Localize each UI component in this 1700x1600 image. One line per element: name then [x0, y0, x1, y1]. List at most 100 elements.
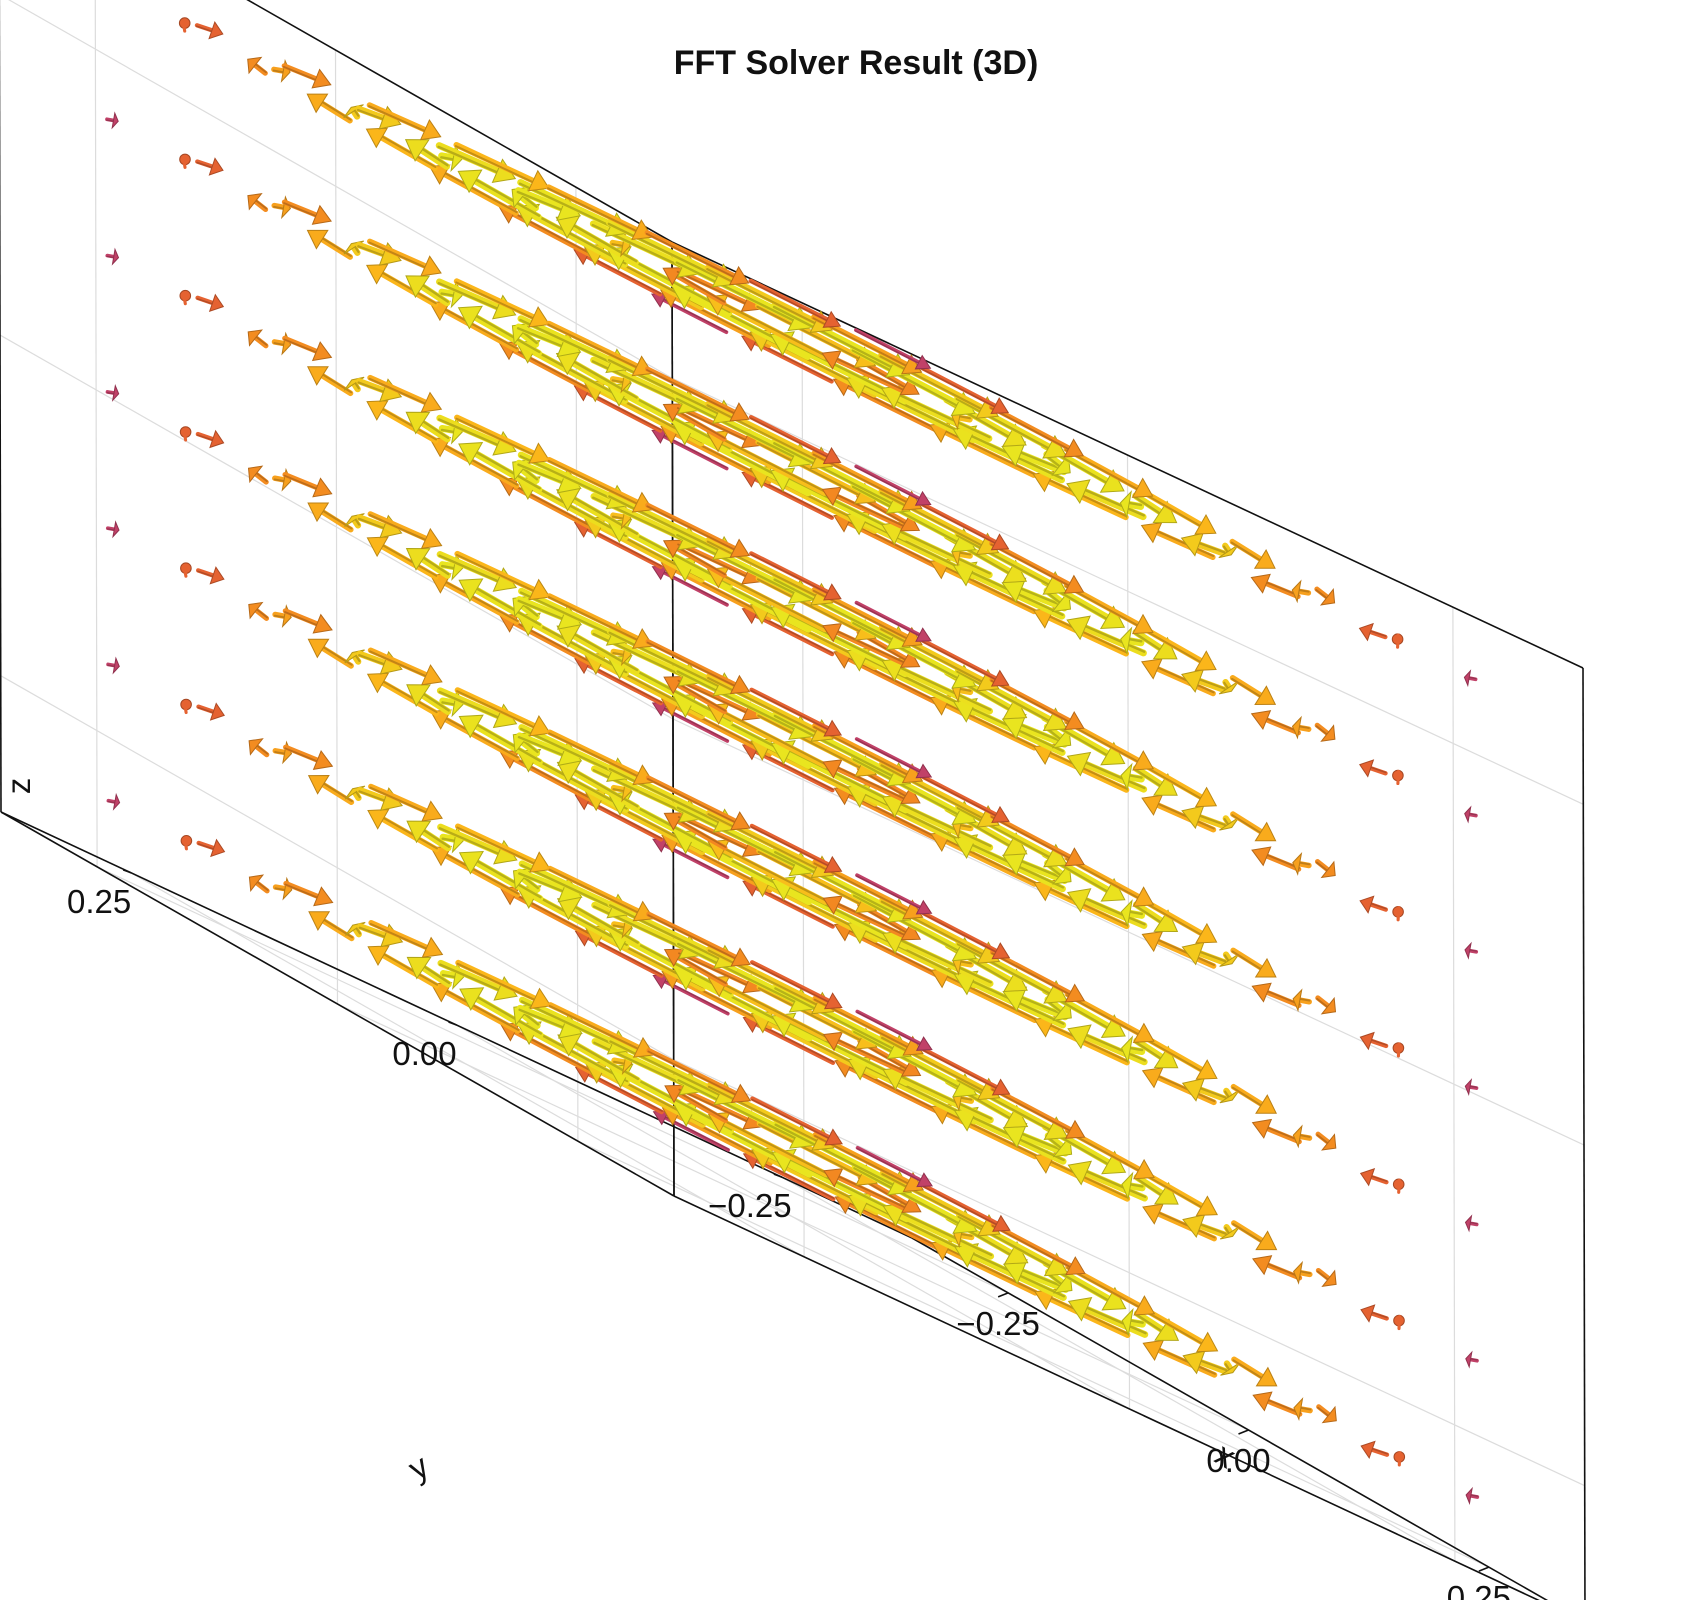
field-arrow-shaft	[1046, 614, 1129, 657]
field-arrow-head	[730, 1083, 752, 1103]
field-arrow-shaft	[1132, 765, 1165, 788]
field-arrow	[1315, 995, 1337, 1015]
field-arrow-shaft	[705, 400, 820, 462]
field-arrow-shaft	[855, 873, 922, 910]
field-arrow-head	[1254, 685, 1277, 706]
field-arrow	[105, 520, 120, 539]
field-arrow-shading	[273, 205, 285, 210]
grid-line-y-floor	[130, 872, 805, 1258]
field-arrow-shading	[197, 843, 215, 850]
grid-line-x-back	[94, 0, 98, 867]
field-arrow-head	[1219, 816, 1240, 831]
field-arrow-shading	[646, 369, 735, 415]
field-arrow-shading	[678, 1092, 727, 1121]
field-arrow-shading	[1299, 1406, 1312, 1411]
field-arrow	[1316, 1404, 1337, 1424]
field-arrow-shading	[723, 711, 827, 766]
field-arrow	[1145, 900, 1218, 944]
field-arrow-shaft	[518, 330, 540, 348]
field-arrow-shading	[283, 338, 318, 354]
field-arrow-shading	[1299, 1270, 1311, 1275]
field-arrow-head	[1180, 532, 1204, 557]
axes-box	[0, 0, 1586, 1600]
field-arrow	[178, 17, 191, 33]
field-arrow-shading	[1231, 950, 1262, 970]
field-arrow-shading	[676, 270, 746, 305]
field-arrow-shading	[956, 943, 1051, 995]
field-arrow-head	[1065, 1256, 1086, 1276]
field-arrow-shaft	[1396, 769, 1401, 786]
field-arrow-shaft	[546, 320, 640, 369]
field-arrow-shading	[922, 913, 997, 953]
field-arrow-shading	[106, 392, 115, 395]
field-arrow-shaft	[254, 880, 270, 894]
field-arrow-shaft	[920, 638, 998, 681]
field-arrow-shading	[441, 973, 456, 979]
field-arrow	[706, 430, 828, 496]
field-arrow	[105, 383, 120, 402]
field-arrow-shaft	[570, 496, 640, 539]
field-arrow-head	[992, 1214, 1011, 1232]
field-arrow-shaft	[956, 551, 973, 559]
field-arrow-shading	[106, 119, 114, 122]
field-arrow-shading	[856, 1011, 921, 1046]
field-arrow-shading	[899, 530, 992, 575]
field-arrow-shaft	[1263, 581, 1301, 600]
field-arrow	[1066, 479, 1147, 521]
field-arrow-shaft	[834, 493, 908, 531]
field-arrow-shaft	[1468, 1357, 1479, 1363]
field-arrow	[1292, 1124, 1313, 1149]
field-arrow-head	[991, 805, 1010, 823]
field-arrow-shading	[751, 1098, 830, 1139]
field-arrow-shaft	[606, 355, 722, 416]
field-arrow-head	[1066, 751, 1092, 777]
field-arrow-head	[1066, 479, 1091, 504]
field-arrow-shaft	[1315, 1267, 1332, 1282]
field-arrow-head	[1066, 888, 1092, 913]
field-arrow-shaft	[367, 374, 429, 406]
field-arrow-head	[900, 921, 922, 941]
field-arrow-shading	[1199, 950, 1227, 963]
field-arrow-shaft	[1231, 1220, 1265, 1244]
field-arrow-shaft	[675, 682, 728, 715]
field-arrow	[195, 157, 224, 176]
field-arrow-shaft	[772, 711, 897, 778]
field-arrow-head	[1154, 1318, 1180, 1341]
field-arrow-shaft	[105, 117, 116, 123]
field-arrow-shading	[1370, 1039, 1388, 1046]
field-arrow-shading	[677, 942, 796, 1003]
field-arrow	[406, 820, 452, 852]
field-arrow-shading	[456, 690, 535, 729]
field-arrow-head	[312, 749, 334, 770]
field-arrow-shaft	[1315, 1131, 1331, 1145]
field-arrow-shading	[439, 963, 500, 992]
y-tick-label: 0.00	[392, 1035, 456, 1072]
field-arrow-shading	[1048, 479, 1128, 518]
field-arrow-head	[247, 56, 263, 75]
field-arrow-shaft	[1229, 674, 1264, 699]
field-arrow-shading	[1315, 725, 1328, 736]
field-arrow-head	[1253, 548, 1276, 569]
field-arrow-shaft	[1467, 948, 1479, 954]
field-arrow-shading	[382, 817, 438, 850]
field-arrow-shading	[522, 603, 539, 617]
field-arrow-shaft	[835, 1175, 909, 1212]
field-arrow-shaft	[318, 100, 353, 124]
field-arrow-head	[1252, 1391, 1273, 1412]
field-arrow-head	[730, 947, 751, 967]
field-arrow-shading	[454, 145, 534, 183]
field-arrow-shading	[707, 1085, 818, 1142]
field-arrow-shaft	[195, 431, 216, 442]
field-arrow-shading	[255, 199, 268, 210]
field-arrow-shading	[254, 63, 267, 74]
field-arrow-shaft	[854, 464, 921, 501]
field-arrow-head	[916, 1172, 933, 1188]
field-arrow-shading	[1231, 677, 1262, 698]
field-arrow-shaft	[455, 959, 538, 1002]
field-arrow-head	[1121, 1035, 1134, 1065]
field-arrow-shading	[773, 578, 893, 641]
field-arrow	[1230, 1083, 1278, 1114]
field-arrow-shading	[1019, 451, 1066, 472]
field-arrow-shading	[522, 467, 539, 481]
field-arrow-shaft	[1082, 1169, 1148, 1202]
